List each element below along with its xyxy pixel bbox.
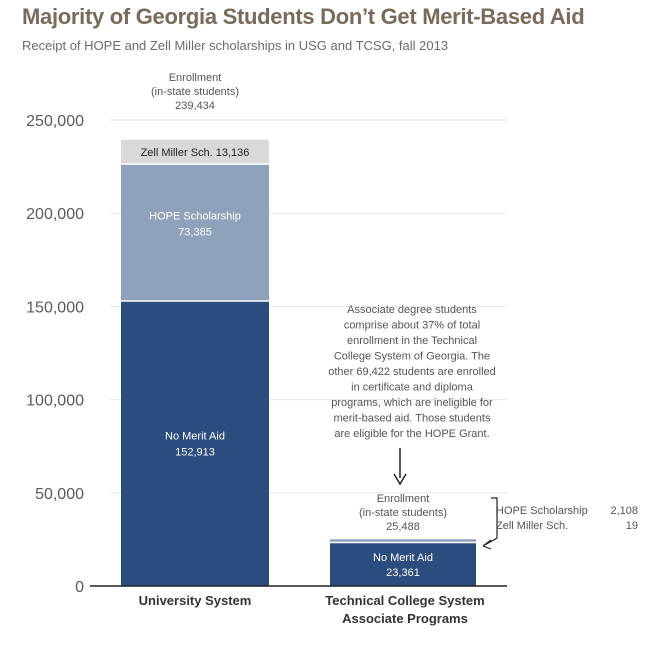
y-tick-label: 150,000 — [26, 299, 84, 316]
x-category-label: University System — [139, 593, 252, 608]
annotation-line: in certificate and diploma — [351, 382, 474, 394]
x-category-label: Associate Programs — [342, 611, 468, 626]
enrollment-label-usg: Enrollment — [169, 72, 222, 84]
bar-segment-hope — [330, 538, 476, 543]
enrollment-label-tcsg: Enrollment — [377, 493, 430, 505]
side-label-hope-value: 2,108 — [610, 505, 638, 517]
annotation-line: programs, which are ineligible for — [331, 397, 493, 409]
annotation-line: College System of Georgia. The — [334, 351, 490, 363]
data-label-no-merit-value: 152,913 — [175, 446, 215, 458]
enrollment-label-tcsg: 25,488 — [386, 521, 420, 533]
bar-segment-no-merit — [121, 300, 269, 586]
data-label-no-merit-name: No Merit Aid — [165, 430, 225, 442]
data-label-no-merit-name: No Merit Aid — [373, 552, 433, 564]
y-tick-label: 50,000 — [35, 486, 84, 503]
y-tick-label: 0 — [75, 579, 84, 596]
annotation-line: other 69,422 students are enrolled — [328, 366, 496, 378]
bar-segment-hope — [121, 164, 269, 301]
y-tick-label: 100,000 — [26, 393, 84, 410]
enrollment-label-usg: (in-state students) — [151, 86, 239, 98]
chart-title: Majority of Georgia Students Don’t Get M… — [22, 4, 585, 29]
annotation-line: enrollment in the Technical — [347, 335, 477, 347]
side-label-hope-name: HOPE Scholarship — [496, 505, 588, 517]
data-label-hope-name: HOPE Scholarship — [149, 211, 241, 223]
bar-segment-no-merit — [330, 542, 476, 586]
y-tick-label: 200,000 — [26, 206, 84, 223]
data-label-zell: Zell Miller Sch. 13,136 — [141, 147, 250, 159]
side-label-zell-value: 19 — [626, 520, 638, 532]
data-label-hope-value: 73,385 — [178, 227, 212, 239]
x-category-label: Technical College System — [325, 593, 484, 608]
annotation-line: are eligible for the HOPE Grant. — [334, 428, 489, 440]
annotation-line: comprise about 37% of total — [344, 320, 480, 332]
side-label-zell-name: Zell Miller Sch. — [496, 520, 568, 532]
annotation-line: Associate degree students — [347, 304, 477, 316]
annotation-line: merit-based aid. Those students — [334, 413, 491, 425]
enrollment-label-usg: 239,434 — [175, 100, 215, 112]
bar-segment-zell — [121, 139, 269, 165]
data-label-no-merit-value: 23,361 — [386, 567, 420, 579]
y-tick-label: 250,000 — [26, 113, 84, 130]
chart-subtitle: Receipt of HOPE and Zell Miller scholars… — [22, 38, 449, 53]
annotation-arrow-head — [393, 473, 407, 486]
enrollment-label-tcsg: (in-state students) — [359, 507, 447, 519]
side-bracket — [482, 497, 498, 550]
